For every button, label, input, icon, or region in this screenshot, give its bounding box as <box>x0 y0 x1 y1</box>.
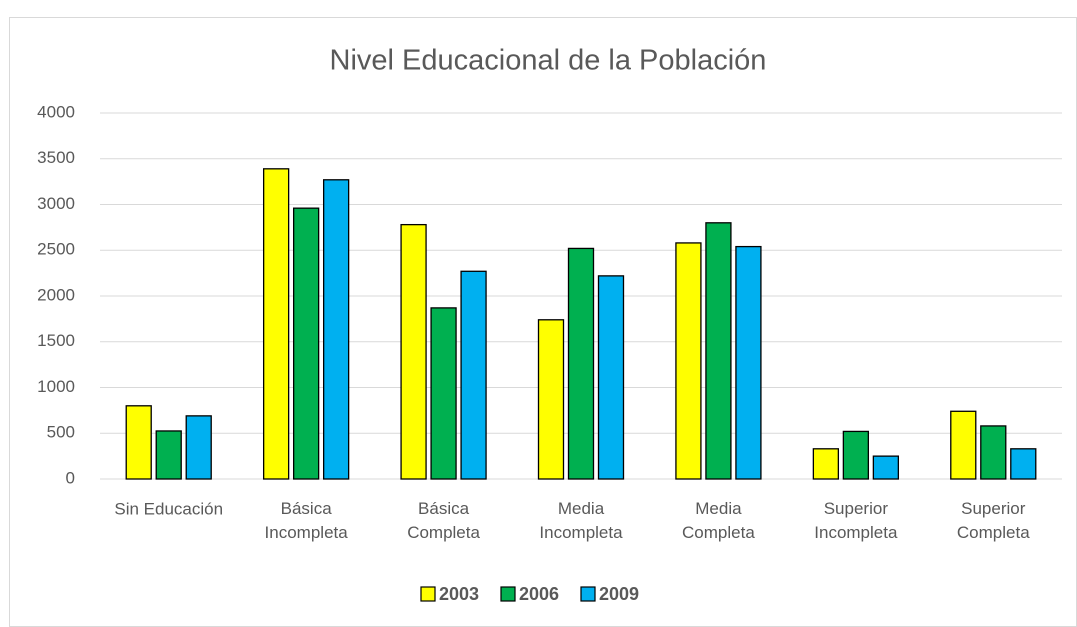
bar <box>292 207 320 480</box>
bar <box>460 270 487 480</box>
y-tick-label: 2500 <box>37 240 75 259</box>
y-tick-label: 2000 <box>37 285 75 304</box>
legend-label: 2009 <box>599 584 639 604</box>
bar <box>705 222 732 480</box>
legend-swatch <box>580 586 596 602</box>
bar <box>262 168 290 480</box>
bar <box>537 319 565 480</box>
bar <box>842 430 870 480</box>
y-tick-label: 3500 <box>37 148 75 167</box>
bar <box>430 307 457 480</box>
bar <box>185 415 212 480</box>
x-tick-label: Sin Educación <box>114 499 223 518</box>
bar <box>597 275 625 480</box>
bar <box>872 455 900 480</box>
bar <box>155 430 182 480</box>
y-tick-label: 1000 <box>37 377 75 396</box>
bar <box>980 425 1007 480</box>
chart-title: Nivel Educacional de la Población <box>330 45 767 77</box>
bar <box>675 242 702 480</box>
x-tick-label: Superior Incompleta <box>814 499 898 542</box>
y-tick-label: 0 <box>66 468 75 487</box>
bar <box>322 179 350 480</box>
x-tick-label: Media Completa <box>682 499 755 542</box>
bar <box>125 405 152 480</box>
legend-swatch <box>500 586 516 602</box>
y-tick-label: 500 <box>47 423 75 442</box>
bar <box>1010 448 1037 480</box>
bar <box>812 448 840 480</box>
y-tick-label: 4000 <box>37 102 75 121</box>
x-tick-label: Básica Completa <box>407 499 480 542</box>
bar <box>735 245 762 480</box>
y-tick-label: 3000 <box>37 194 75 213</box>
y-tick-label: 1500 <box>37 331 75 350</box>
legend-label: 2003 <box>439 584 479 604</box>
x-tick-label: Media Incompleta <box>539 499 623 542</box>
x-tick-label: Básica Incompleta <box>265 499 349 542</box>
legend-swatch <box>420 586 436 602</box>
bar <box>567 247 595 480</box>
x-tick-label: Superior Completa <box>957 499 1030 542</box>
bar <box>400 223 427 480</box>
bar <box>950 410 977 480</box>
legend-label: 2006 <box>519 584 559 604</box>
